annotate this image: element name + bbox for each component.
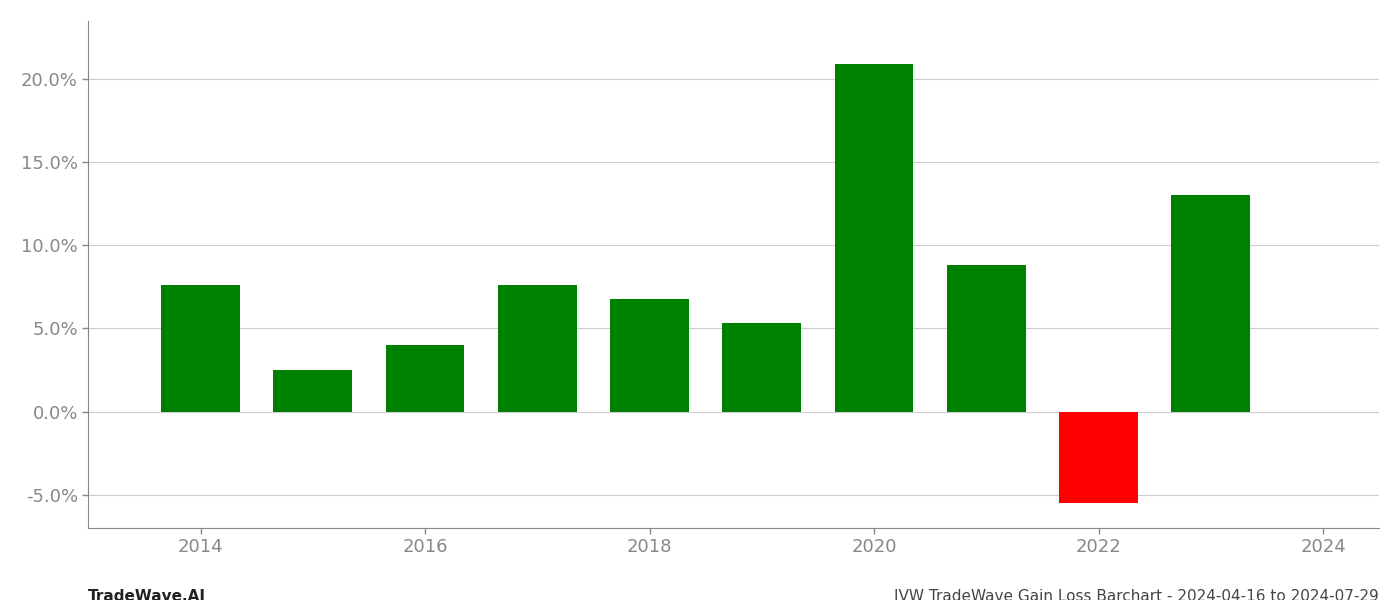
Bar	[610, 299, 689, 412]
Bar	[498, 285, 577, 412]
Bar	[1172, 196, 1250, 412]
Bar	[1060, 412, 1138, 503]
Bar	[161, 285, 239, 412]
Bar	[834, 64, 913, 412]
Text: TradeWave.AI: TradeWave.AI	[88, 589, 206, 600]
Bar	[946, 265, 1026, 412]
Bar	[386, 345, 465, 412]
Text: IVW TradeWave Gain Loss Barchart - 2024-04-16 to 2024-07-29: IVW TradeWave Gain Loss Barchart - 2024-…	[895, 589, 1379, 600]
Bar	[273, 370, 351, 412]
Bar	[722, 323, 801, 412]
